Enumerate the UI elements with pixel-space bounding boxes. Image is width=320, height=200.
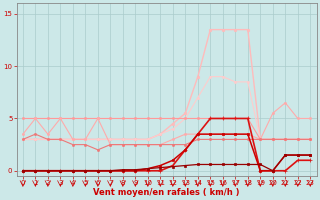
X-axis label: Vent moyen/en rafales ( km/h ): Vent moyen/en rafales ( km/h ) <box>93 188 240 197</box>
